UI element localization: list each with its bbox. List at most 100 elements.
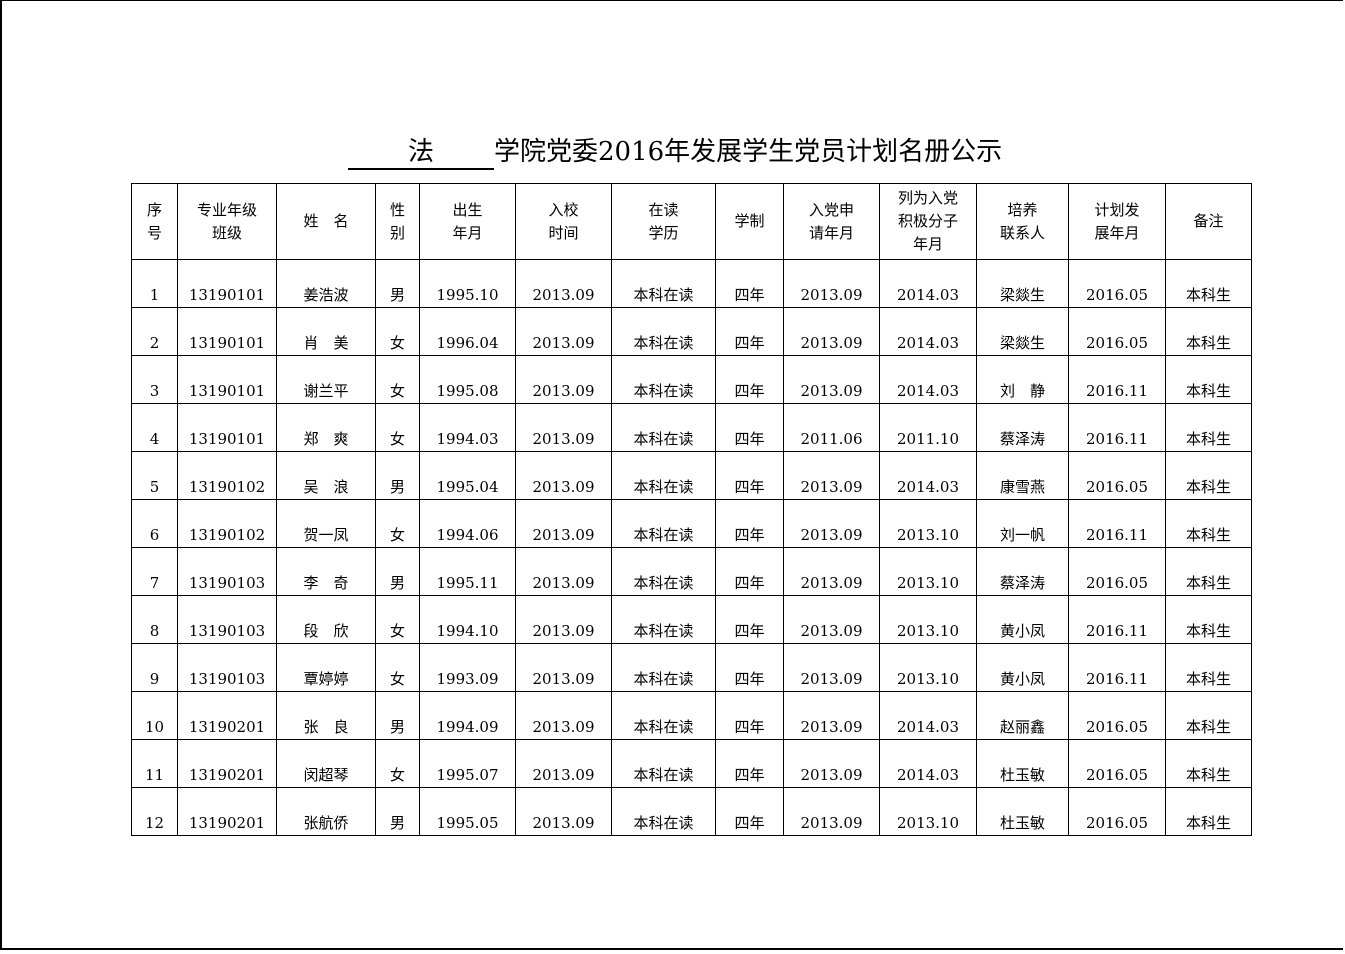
table-cell: 2013.09 <box>783 499 880 548</box>
table-cell: 2013.09 <box>783 787 880 836</box>
table-cell: 2014.03 <box>879 691 977 740</box>
table-cell: 2013.09 <box>515 499 612 548</box>
table-cell: 2014.03 <box>879 451 977 500</box>
table-cell: 段 欣 <box>276 595 376 644</box>
table-cell: 2016.05 <box>1068 307 1166 356</box>
column-header: 入校 时间 <box>515 183 612 260</box>
table-cell: 本科生 <box>1165 739 1252 788</box>
table-cell: 四年 <box>715 547 784 596</box>
table-cell: 本科在读 <box>611 691 716 740</box>
table-cell: 本科在读 <box>611 595 716 644</box>
table-cell: 1994.10 <box>419 595 516 644</box>
table-cell: 13190103 <box>177 547 277 596</box>
table-cell: 2016.05 <box>1068 451 1166 500</box>
table-cell: 2013.09 <box>515 691 612 740</box>
table-cell: 1993.09 <box>419 643 516 692</box>
table-cell: 本科在读 <box>611 547 716 596</box>
table-cell: 黄小凤 <box>976 643 1069 692</box>
table-cell: 男 <box>375 547 420 596</box>
table-cell: 2016.11 <box>1068 499 1166 548</box>
table-cell: 肖 美 <box>276 307 376 356</box>
table-cell: 男 <box>375 787 420 836</box>
table-cell: 1995.07 <box>419 739 516 788</box>
table-cell: 本科在读 <box>611 787 716 836</box>
table-cell: 2016.11 <box>1068 595 1166 644</box>
table-cell: 2016.11 <box>1068 403 1166 452</box>
table-cell: 杜玉敏 <box>976 739 1069 788</box>
table-cell: 四年 <box>715 595 784 644</box>
table-cell: 1 <box>131 259 178 308</box>
table-cell: 13190101 <box>177 307 277 356</box>
table-cell: 四年 <box>715 787 784 836</box>
table-cell: 10 <box>131 691 178 740</box>
table-cell: 1994.09 <box>419 691 516 740</box>
table-cell: 2013.09 <box>783 643 880 692</box>
table-cell: 本科在读 <box>611 259 716 308</box>
column-header: 性 别 <box>375 183 420 260</box>
table-cell: 13190101 <box>177 259 277 308</box>
table-cell: 女 <box>375 739 420 788</box>
table-cell: 13190102 <box>177 499 277 548</box>
table-cell: 2016.11 <box>1068 643 1166 692</box>
table-cell: 2016.05 <box>1068 259 1166 308</box>
table-cell: 闵超琴 <box>276 739 376 788</box>
table-cell: 姜浩波 <box>276 259 376 308</box>
table-cell: 梁燚生 <box>976 259 1069 308</box>
table-row: 11 13190201 闵超琴女 1995.07 2013.09 本科在读 四年 2013.0… <box>131 739 1252 788</box>
table-cell: 女 <box>375 643 420 692</box>
table-cell: 本科生 <box>1165 355 1252 404</box>
table-cell: 四年 <box>715 259 784 308</box>
table-cell: 1995.10 <box>419 259 516 308</box>
column-header: 备注 <box>1165 183 1252 260</box>
table-cell: 女 <box>375 307 420 356</box>
table-cell: 四年 <box>715 451 784 500</box>
table-row: 5 13190102 吴 浪男 1995.04 2013.09 本科在读 四年 2013.09… <box>131 451 1252 500</box>
table-cell: 1994.03 <box>419 403 516 452</box>
college-name: 法 <box>348 136 494 170</box>
table-cell: 四年 <box>715 307 784 356</box>
table-cell: 2011.10 <box>879 403 977 452</box>
table-cell: 13190102 <box>177 451 277 500</box>
table-cell: 2013.09 <box>515 259 612 308</box>
table-cell: 2013.09 <box>783 451 880 500</box>
column-header: 在读 学历 <box>611 183 716 260</box>
table-cell: 吴 浪 <box>276 451 376 500</box>
table-cell: 2014.03 <box>879 259 977 308</box>
table-cell: 13190201 <box>177 691 277 740</box>
table-cell: 2013.09 <box>783 595 880 644</box>
column-header: 学制 <box>715 183 784 260</box>
table-cell: 本科生 <box>1165 403 1252 452</box>
table-cell: 2013.10 <box>879 547 977 596</box>
table-row: 1 13190101 姜浩波男 1995.10 2013.09 本科在读 四年 2013.09… <box>131 259 1252 308</box>
table-cell: 2013.09 <box>515 307 612 356</box>
table-cell: 2013.09 <box>783 547 880 596</box>
table-cell: 刘 静 <box>976 355 1069 404</box>
table-cell: 女 <box>375 595 420 644</box>
table-cell: 13190201 <box>177 787 277 836</box>
table-cell: 本科生 <box>1165 499 1252 548</box>
table-cell: 本科生 <box>1165 451 1252 500</box>
table-cell: 1995.04 <box>419 451 516 500</box>
table-cell: 本科在读 <box>611 643 716 692</box>
table-cell: 2013.09 <box>515 739 612 788</box>
table-cell: 本科在读 <box>611 307 716 356</box>
table-cell: 2013.10 <box>879 499 977 548</box>
table-cell: 女 <box>375 403 420 452</box>
table-cell: 本科生 <box>1165 595 1252 644</box>
table-cell: 13190201 <box>177 739 277 788</box>
column-header: 专业年级 班级 <box>177 183 277 260</box>
table-cell: 1994.06 <box>419 499 516 548</box>
column-header: 出生 年月 <box>419 183 516 260</box>
table-cell: 13190101 <box>177 403 277 452</box>
column-header: 序 号 <box>131 183 178 260</box>
table-cell: 12 <box>131 787 178 836</box>
table-cell: 1996.04 <box>419 307 516 356</box>
table-cell: 本科生 <box>1165 547 1252 596</box>
table-row: 3 13190101 谢兰平女 1995.08 2013.09 本科在读 四年 2013.09… <box>131 355 1252 404</box>
table-cell: 11 <box>131 739 178 788</box>
table-cell: 13190101 <box>177 355 277 404</box>
table-cell: 2016.05 <box>1068 691 1166 740</box>
table-cell: 5 <box>131 451 178 500</box>
header-row: 序 号专业年级 班级姓 名性 别出生 年月 入校 时间 在读 学历 学制 入党申 请年月… <box>131 183 1252 260</box>
